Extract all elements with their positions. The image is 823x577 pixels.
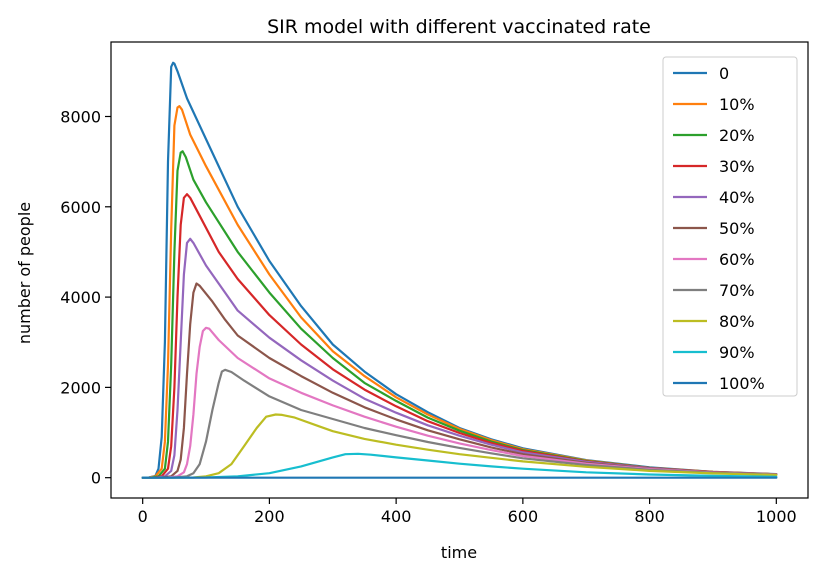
x-tick-label-5: 1000 [756, 507, 797, 526]
legend-box [662, 56, 798, 397]
series-line-6 [141, 326, 778, 479]
legend-label-5: 50% [719, 219, 755, 238]
legend-label-1: 10% [719, 95, 755, 114]
series-line-4 [141, 237, 778, 479]
x-tick-label-3: 600 [508, 507, 539, 526]
x-axis-label: time [441, 543, 477, 562]
x-tick-label-2: 400 [381, 507, 412, 526]
legend-label-8: 80% [719, 312, 755, 331]
x-tick-label-0: 0 [138, 507, 148, 526]
series-layer [141, 61, 778, 479]
legend-label-3: 30% [719, 157, 755, 176]
chart-title: SIR model with different vaccinated rate [267, 16, 651, 38]
axes-layer: 0 200 400 600 800 1000 0 2000 4000 6000 8000 [60, 107, 796, 526]
legend-label-4: 40% [719, 188, 755, 207]
series-line-8 [141, 413, 778, 479]
legend-label-9: 90% [719, 343, 755, 362]
legend-label-0: 0 [719, 64, 729, 83]
x-tick-label-1: 200 [254, 507, 285, 526]
plot-frame [110, 41, 809, 499]
series-line-5 [141, 282, 778, 479]
series-line-3 [141, 193, 778, 479]
y-tick-label-3: 6000 [60, 198, 101, 217]
y-tick-label-0: 0 [91, 469, 101, 488]
x-tick-label-4: 800 [634, 507, 665, 526]
legend-label-10: 100% [719, 374, 765, 393]
legend-label-7: 70% [719, 281, 755, 300]
y-tick-label-1: 2000 [60, 378, 101, 397]
legend-label-2: 20% [719, 126, 755, 145]
series-line-7 [141, 368, 778, 479]
legend: 0 10% 20% 30% 40% 50% 60% 70% 80% 90% 100% [662, 56, 798, 397]
y-tick-label-4: 8000 [60, 107, 101, 126]
legend-label-6: 60% [719, 250, 755, 269]
series-line-9 [141, 452, 778, 479]
y-axis-label: number of people [15, 202, 34, 344]
y-tick-label-2: 4000 [60, 288, 101, 307]
